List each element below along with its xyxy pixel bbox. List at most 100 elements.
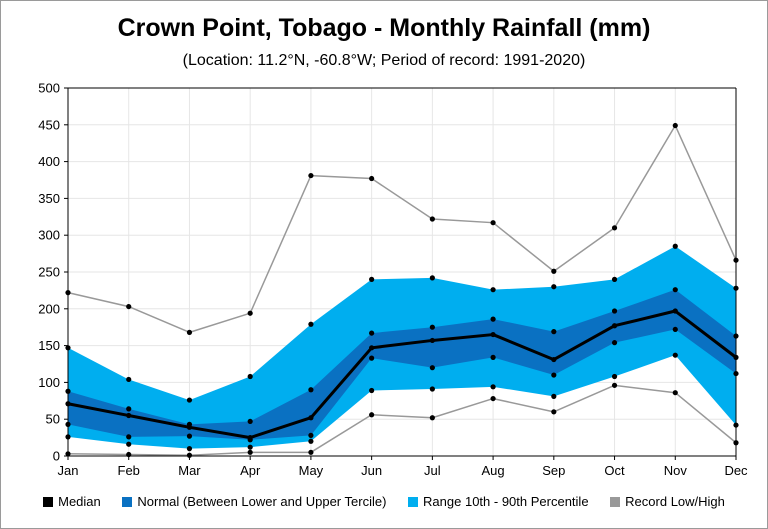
legend-item-record: Record Low/High bbox=[610, 494, 725, 509]
range-lower-point bbox=[672, 352, 678, 358]
range-lower-point bbox=[247, 444, 253, 450]
record-high-point bbox=[369, 175, 375, 182]
legend-label-median: Median bbox=[58, 494, 101, 509]
range-lower-point bbox=[551, 393, 557, 399]
normal-lower-point bbox=[308, 432, 314, 438]
legend-swatch-normal bbox=[122, 497, 133, 507]
median-point bbox=[369, 345, 375, 351]
normal-band bbox=[68, 289, 736, 440]
legend-swatch-record bbox=[610, 497, 621, 507]
y-tick-label: 250 bbox=[38, 265, 60, 280]
x-tick-label: Nov bbox=[664, 463, 688, 478]
x-tick-label: Aug bbox=[482, 463, 505, 478]
y-tick-label: 450 bbox=[38, 117, 60, 132]
record-low-point bbox=[369, 412, 375, 418]
x-tick-label: Jun bbox=[361, 463, 382, 478]
x-tick-label: May bbox=[299, 463, 324, 478]
x-tick-label: Dec bbox=[724, 463, 748, 478]
record-high-point bbox=[429, 216, 435, 222]
median-point bbox=[126, 412, 132, 419]
range-upper-point bbox=[247, 373, 253, 380]
record-high-point bbox=[247, 310, 253, 316]
normal-upper-point bbox=[611, 308, 618, 314]
x-tick-label: Mar bbox=[178, 463, 201, 478]
y-tick-label: 350 bbox=[38, 191, 60, 206]
record-high-point bbox=[186, 329, 193, 335]
range-lower-point bbox=[369, 387, 375, 394]
normal-lower-point bbox=[611, 340, 618, 346]
range-upper-point bbox=[369, 276, 375, 282]
legend-item-median: Median bbox=[43, 494, 101, 509]
range-upper-point bbox=[551, 284, 557, 290]
record-high-point bbox=[672, 122, 678, 129]
record-low-point bbox=[247, 449, 253, 455]
legend-label-record: Record Low/High bbox=[625, 494, 725, 509]
normal-upper-point bbox=[247, 418, 253, 425]
record-low-point bbox=[672, 390, 678, 396]
record-low-point bbox=[551, 409, 557, 415]
range-upper-point bbox=[490, 287, 496, 293]
normal-upper-point bbox=[369, 330, 375, 336]
y-tick-label: 500 bbox=[38, 81, 60, 96]
record-high-line bbox=[67, 124, 737, 334]
chart-legend: Median Normal (Between Lower and Upper T… bbox=[0, 494, 768, 509]
median-point bbox=[308, 415, 314, 421]
range-upper-point bbox=[186, 397, 193, 403]
range-lower-point bbox=[611, 373, 618, 380]
chart-subtitle: (Location: 11.2°N, -60.8°W; Period of re… bbox=[182, 52, 586, 69]
median-point bbox=[611, 323, 618, 329]
record-low-point bbox=[308, 449, 314, 455]
range-upper-point bbox=[429, 275, 435, 281]
chart-plot: 0 50 100 150 200 250 300 350 400 450 500 Jan Feb Mar A… bbox=[38, 81, 748, 479]
median-point bbox=[186, 424, 193, 430]
median-point bbox=[247, 435, 253, 441]
y-tick-label: 150 bbox=[38, 338, 60, 353]
normal-lower-point bbox=[186, 433, 193, 439]
normal-lower-point bbox=[369, 355, 375, 361]
record-high-point bbox=[611, 225, 618, 231]
chart-title: Crown Point, Tobago - Monthly Rainfall (… bbox=[117, 14, 651, 42]
legend-label-range: Range 10th - 90th Percentile bbox=[423, 494, 589, 509]
range-lower-point bbox=[126, 441, 132, 447]
x-tick-label: Oct bbox=[604, 463, 625, 478]
normal-lower-point bbox=[551, 372, 557, 378]
record-low-line bbox=[67, 384, 737, 457]
record-high-point bbox=[490, 220, 496, 226]
range-lower-point bbox=[490, 384, 496, 390]
x-tick-label: Feb bbox=[118, 463, 140, 478]
legend-swatch-median bbox=[43, 497, 54, 507]
normal-lower-point bbox=[126, 434, 132, 440]
record-high-point bbox=[551, 268, 557, 274]
x-tick-label: Sep bbox=[542, 463, 565, 478]
legend-item-range: Range 10th - 90th Percentile bbox=[408, 494, 589, 509]
median-point bbox=[429, 337, 435, 344]
record-high-point bbox=[308, 172, 314, 179]
record-low-point bbox=[490, 395, 496, 402]
normal-lower-point bbox=[672, 326, 678, 333]
median-point bbox=[490, 331, 496, 338]
range-lower-point bbox=[429, 386, 435, 392]
record-low-point bbox=[186, 452, 193, 458]
legend-item-normal: Normal (Between Lower and Upper Tercile) bbox=[122, 494, 386, 509]
normal-upper-point bbox=[308, 387, 314, 393]
y-tick-label: 100 bbox=[38, 375, 60, 390]
y-tick-label: 300 bbox=[38, 228, 60, 243]
normal-lower-point bbox=[429, 365, 435, 371]
range-lower-point bbox=[186, 446, 193, 452]
median-point bbox=[551, 356, 557, 363]
normal-upper-point bbox=[490, 316, 496, 322]
y-tick-label: 200 bbox=[38, 301, 60, 316]
range-upper-point bbox=[611, 276, 618, 282]
normal-upper-point bbox=[429, 324, 435, 330]
legend-label-normal: Normal (Between Lower and Upper Tercile) bbox=[137, 494, 387, 509]
record-low-point bbox=[429, 415, 435, 421]
x-tick-label: Jul bbox=[424, 463, 441, 478]
range-upper-point bbox=[308, 321, 314, 327]
normal-upper-point bbox=[672, 287, 678, 293]
legend-swatch-range bbox=[408, 497, 419, 507]
y-tick-label: 50 bbox=[46, 412, 60, 427]
range-lower-point bbox=[308, 438, 314, 444]
y-tick-label: 400 bbox=[38, 154, 60, 169]
record-low-point bbox=[611, 382, 618, 388]
range-upper-point bbox=[126, 376, 132, 383]
